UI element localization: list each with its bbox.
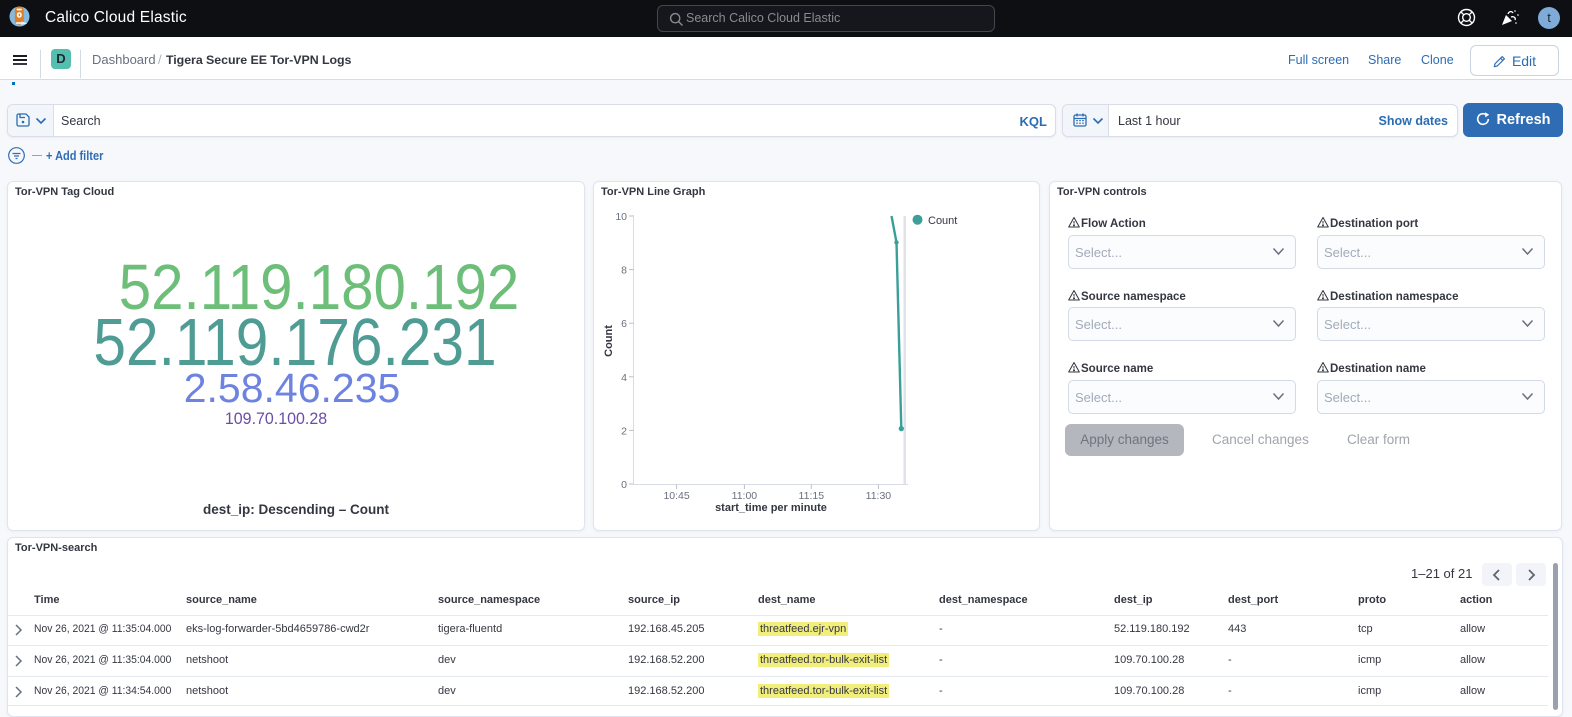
- svg-text:11:00: 11:00: [732, 490, 758, 502]
- svg-text:Count: Count: [928, 215, 957, 227]
- svg-text:Count: Count: [603, 325, 615, 357]
- svg-text:2: 2: [621, 425, 627, 437]
- svg-text:4: 4: [621, 372, 627, 384]
- svg-text:11:15: 11:15: [799, 490, 825, 502]
- svg-text:8: 8: [621, 265, 627, 277]
- svg-text:10: 10: [615, 211, 627, 223]
- svg-text:0: 0: [621, 479, 627, 491]
- svg-text:10:45: 10:45: [663, 490, 689, 502]
- svg-text:6: 6: [621, 318, 627, 330]
- svg-text:start_time per minute: start_time per minute: [715, 502, 827, 514]
- svg-text:11:30: 11:30: [866, 490, 892, 502]
